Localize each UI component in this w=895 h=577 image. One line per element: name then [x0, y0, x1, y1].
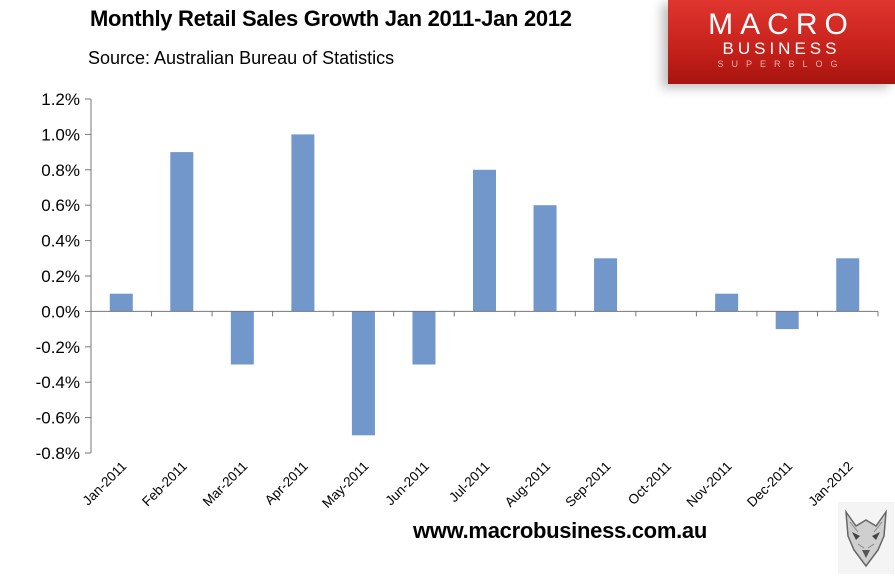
- logo-text-macro: MACRO: [708, 8, 855, 41]
- wolf-icon: [838, 502, 894, 574]
- y-tick-label: 1.2%: [41, 90, 80, 109]
- x-axis: Jan-2011 Feb-2011 Mar-2011 Apr-2011 May-2011…: [80, 310, 879, 511]
- bar-feb-2011: [170, 152, 194, 312]
- y-axis: 1.2% 1.0% 0.8% 0.6% 0.4% 0.2% 0.0% -0.2% -0.4% -0…: [36, 90, 92, 463]
- x-tick-label: Feb-2011: [139, 459, 190, 510]
- x-tick-label: Dec-2011: [744, 459, 795, 510]
- x-tick-label: Aug-2011: [502, 459, 553, 510]
- bar-mar-2011: [230, 311, 254, 365]
- macrobusiness-logo[interactable]: MACRO BUSINESS SUPERBLOG: [668, 0, 895, 84]
- y-tick-label: 0.2%: [41, 267, 80, 286]
- logo-text-superblog: SUPERBLOG: [717, 59, 846, 69]
- y-tick-label: 0.8%: [41, 161, 80, 180]
- bar-dec-2011: [775, 311, 799, 330]
- x-tick-label: Mar-2011: [200, 459, 251, 510]
- bar-jan-2012: [836, 258, 860, 312]
- logo-text-business: BUSINESS: [722, 39, 841, 58]
- chart-title: Monthly Retail Sales Growth Jan 2011-Jan…: [90, 6, 572, 31]
- bars: [109, 134, 860, 436]
- x-tick-label: Oct-2011: [625, 459, 674, 508]
- bar-jul-2011: [472, 169, 497, 312]
- x-tick-label: Apr-2011: [262, 459, 311, 508]
- bar-may-2011: [351, 311, 375, 436]
- y-tick-label: 1.0%: [41, 125, 80, 144]
- y-tick-label: 0.6%: [41, 196, 80, 215]
- bar-jan-2011: [109, 293, 133, 312]
- bar-jun-2011: [412, 311, 436, 365]
- x-tick-label: Jan-2011: [80, 459, 130, 509]
- x-tick-label: Nov-2011: [683, 459, 734, 510]
- y-tick-label: -0.2%: [36, 338, 80, 357]
- y-tick-label: 0.0%: [41, 302, 80, 321]
- x-tick-label: Jul-2011: [446, 459, 493, 506]
- y-tick-label: -0.6%: [36, 409, 80, 428]
- x-tick-label: May-2011: [319, 459, 371, 511]
- bar-apr-2011: [291, 134, 315, 312]
- bar-aug-2011: [533, 205, 557, 312]
- y-tick-label: -0.4%: [36, 373, 80, 392]
- bar-sep-2011: [594, 258, 618, 312]
- bar-nov-2011: [715, 293, 739, 312]
- footer-url[interactable]: www.macrobusiness.com.au: [413, 518, 707, 543]
- x-tick-label: Sep-2011: [562, 459, 613, 510]
- y-tick-label: -0.8%: [36, 444, 80, 463]
- x-tick-label: Jun-2011: [382, 459, 432, 509]
- y-tick-label: 0.4%: [41, 232, 80, 251]
- chart-subtitle: Source: Australian Bureau of Statistics: [88, 48, 395, 68]
